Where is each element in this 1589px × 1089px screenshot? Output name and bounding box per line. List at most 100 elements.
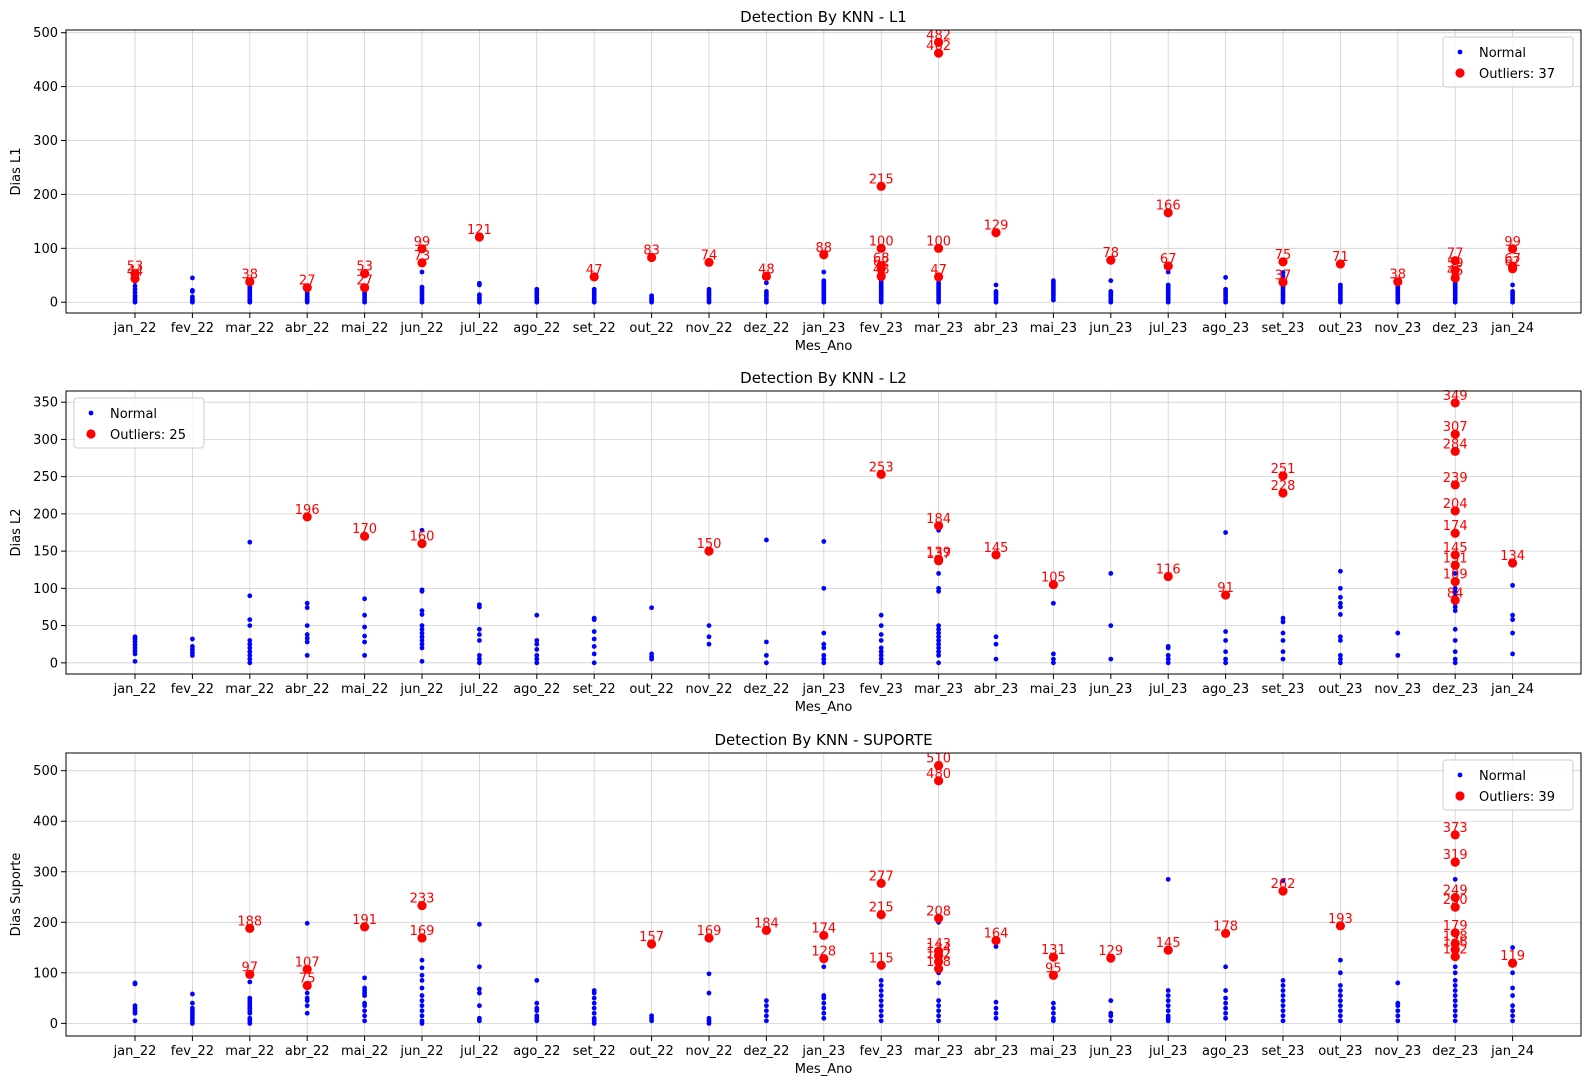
normal-point (247, 623, 253, 628)
outlier-label: 146 (1443, 936, 1468, 951)
x-tick-label: jun_22 (399, 1044, 443, 1059)
normal-point (304, 632, 310, 637)
outlier-point (934, 272, 944, 282)
normal-point (1051, 1015, 1056, 1021)
outlier-point (1450, 265, 1460, 276)
normal-point (419, 965, 425, 971)
normal-point (591, 629, 597, 634)
normal-point (706, 971, 712, 977)
outlier-label: 319 (1443, 848, 1468, 863)
normal-point (1223, 275, 1228, 280)
x-tick-label: jul_22 (459, 321, 499, 336)
y-tick-label: 200 (33, 507, 58, 522)
normal-point (190, 1000, 195, 1006)
x-tick-label: mai_23 (1030, 1044, 1077, 1059)
normal-point (878, 656, 884, 662)
normal-point (1510, 1018, 1515, 1024)
outlier-point (876, 878, 886, 888)
outlier-point (1278, 257, 1288, 267)
normal-point (1280, 988, 1286, 993)
outlier-label: 67 (1504, 252, 1521, 267)
x-tick-label: fev_22 (171, 682, 214, 697)
chart-panel-1: jan_22 fev_22 mar_22 abr_22 mai_22 jun_22 jul_… (9, 8, 1582, 354)
outlier-point (1278, 886, 1288, 896)
outlier-point (1508, 958, 1518, 968)
normal-point (247, 539, 253, 545)
normal-point (936, 645, 941, 651)
normal-point (878, 660, 884, 666)
normal-point (419, 645, 425, 651)
normal-point (1452, 604, 1458, 610)
normal-point (419, 985, 425, 991)
outlier-point (819, 930, 829, 941)
outlier-point (245, 969, 255, 979)
outlier-point (1048, 952, 1058, 962)
normal-point (1223, 656, 1228, 662)
normal-point (1338, 1008, 1343, 1014)
normal-point (477, 626, 482, 632)
x-tick-label: mar_23 (914, 682, 963, 697)
normal-point (132, 634, 138, 640)
outlier-label: 139 (926, 545, 951, 560)
normal-point (1338, 568, 1343, 574)
normal-point (1051, 600, 1056, 606)
outlier-label: 84 (1447, 586, 1464, 601)
normal-point (1395, 1018, 1401, 1024)
normal-point (1165, 282, 1171, 288)
x-tick-label: ago_23 (1202, 321, 1249, 336)
outlier-point (934, 913, 944, 923)
normal-point (304, 623, 310, 628)
normal-point (477, 986, 482, 992)
outlier-point (1450, 256, 1460, 266)
legend-outlier-label: Outliers: 39 (1479, 790, 1555, 805)
normal-point (1280, 638, 1286, 643)
normal-point (591, 660, 597, 666)
normal-point (534, 286, 540, 292)
normal-point (1452, 638, 1458, 643)
outlier-label: 53 (356, 260, 373, 275)
outlier-point (1278, 471, 1288, 481)
normal-point (591, 615, 597, 621)
y-axis-label: Dias L1 (9, 147, 24, 195)
normal-point (362, 652, 367, 658)
normal-point (878, 993, 884, 998)
outlier-point (1221, 590, 1231, 600)
outlier-label: 27 (299, 274, 316, 289)
normal-point (764, 1018, 769, 1024)
x-tick-label: mai_22 (341, 1044, 388, 1059)
normal-point (821, 1000, 827, 1006)
outlier-label: 131 (1443, 551, 1468, 566)
normal-point (419, 957, 425, 963)
normal-point (1338, 585, 1343, 591)
x-tick-label: jun_23 (1088, 682, 1132, 697)
outlier-label: 62 (873, 255, 890, 270)
outlier-label: 184 (926, 512, 951, 527)
normal-point (362, 1000, 367, 1006)
outlier-label: 158 (1443, 930, 1468, 945)
normal-point (1165, 656, 1171, 662)
outlier-point (1450, 577, 1460, 587)
normal-point (304, 600, 310, 606)
x-tick-label: jan_23 (801, 682, 845, 697)
normal-point (1280, 619, 1286, 625)
y-tick-label: 400 (33, 80, 58, 95)
normal-point (1452, 571, 1458, 576)
y-tick-label: 300 (33, 433, 58, 448)
outlier-label: 48 (873, 262, 890, 277)
normal-point (304, 1003, 310, 1009)
x-tick-label: ago_22 (513, 682, 560, 697)
x-tick-label: dez_23 (1432, 682, 1478, 697)
x-tick-label: jan_22 (113, 682, 157, 697)
outlier-label: 109 (1443, 568, 1468, 583)
outlier-label: 48 (758, 262, 775, 277)
x-tick-label: abr_22 (285, 321, 330, 336)
outlier-label: 145 (1443, 541, 1468, 556)
outlier-label: 75 (1275, 248, 1292, 263)
outlier-label: 134 (1500, 549, 1525, 564)
outlier-point (360, 283, 370, 293)
normal-point (190, 287, 195, 293)
normal-point (1338, 638, 1343, 643)
normal-point (477, 280, 482, 286)
outlier-point (1106, 255, 1116, 265)
normal-point (1510, 1008, 1515, 1014)
